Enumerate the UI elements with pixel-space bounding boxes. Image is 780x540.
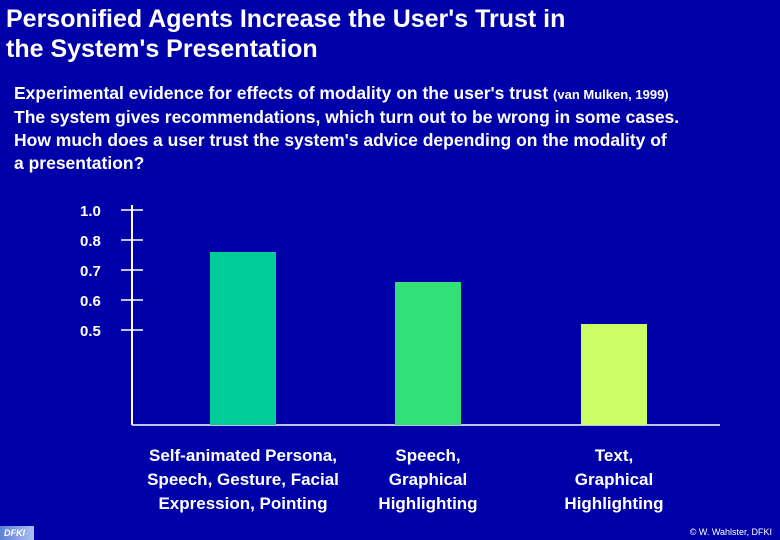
y-tick-label: 0.8 [80,233,101,250]
bar [210,252,276,425]
intro-line-4: a presentation? [14,153,145,173]
x-category-label: Speech, Gesture, Facial [147,470,339,489]
y-tick-label: 0.5 [80,323,101,340]
x-category-label: Text, [595,446,633,465]
x-category-label: Speech, [395,446,460,465]
x-category-label: Graphical [575,470,653,489]
x-category-label: Highlighting [378,494,477,513]
bar [395,282,461,425]
y-tick-label: 0.6 [80,293,101,310]
intro-text: Experimental evidence for effects of mod… [14,82,776,175]
y-tick-label: 1.0 [80,203,101,220]
page-title: Personified Agents Increase the User's T… [6,4,766,64]
title-line-1: Personified Agents Increase the User's T… [6,5,566,33]
intro-line-1-main: Experimental evidence for effects of mod… [14,83,554,103]
dfki-logo: DFKI [0,526,34,540]
x-category-label: Graphical [389,470,467,489]
x-category-label: Self-animated Persona, [149,446,337,465]
intro-line-2: The system gives recommendations, which … [14,107,680,127]
x-category-label: Highlighting [564,494,663,513]
copyright-credit: © W. Wahlster, DFKI [689,527,772,537]
y-tick-label: 0.7 [80,263,101,280]
intro-line-3: How much does a user trust the system's … [14,130,667,150]
citation: (van Mulken, 1999) [553,87,669,102]
intro-line-1: Experimental evidence for effects of mod… [14,82,776,106]
x-category-label: Expression, Pointing [158,494,327,513]
bar [581,324,647,425]
title-line-2: the System's Presentation [6,35,318,63]
